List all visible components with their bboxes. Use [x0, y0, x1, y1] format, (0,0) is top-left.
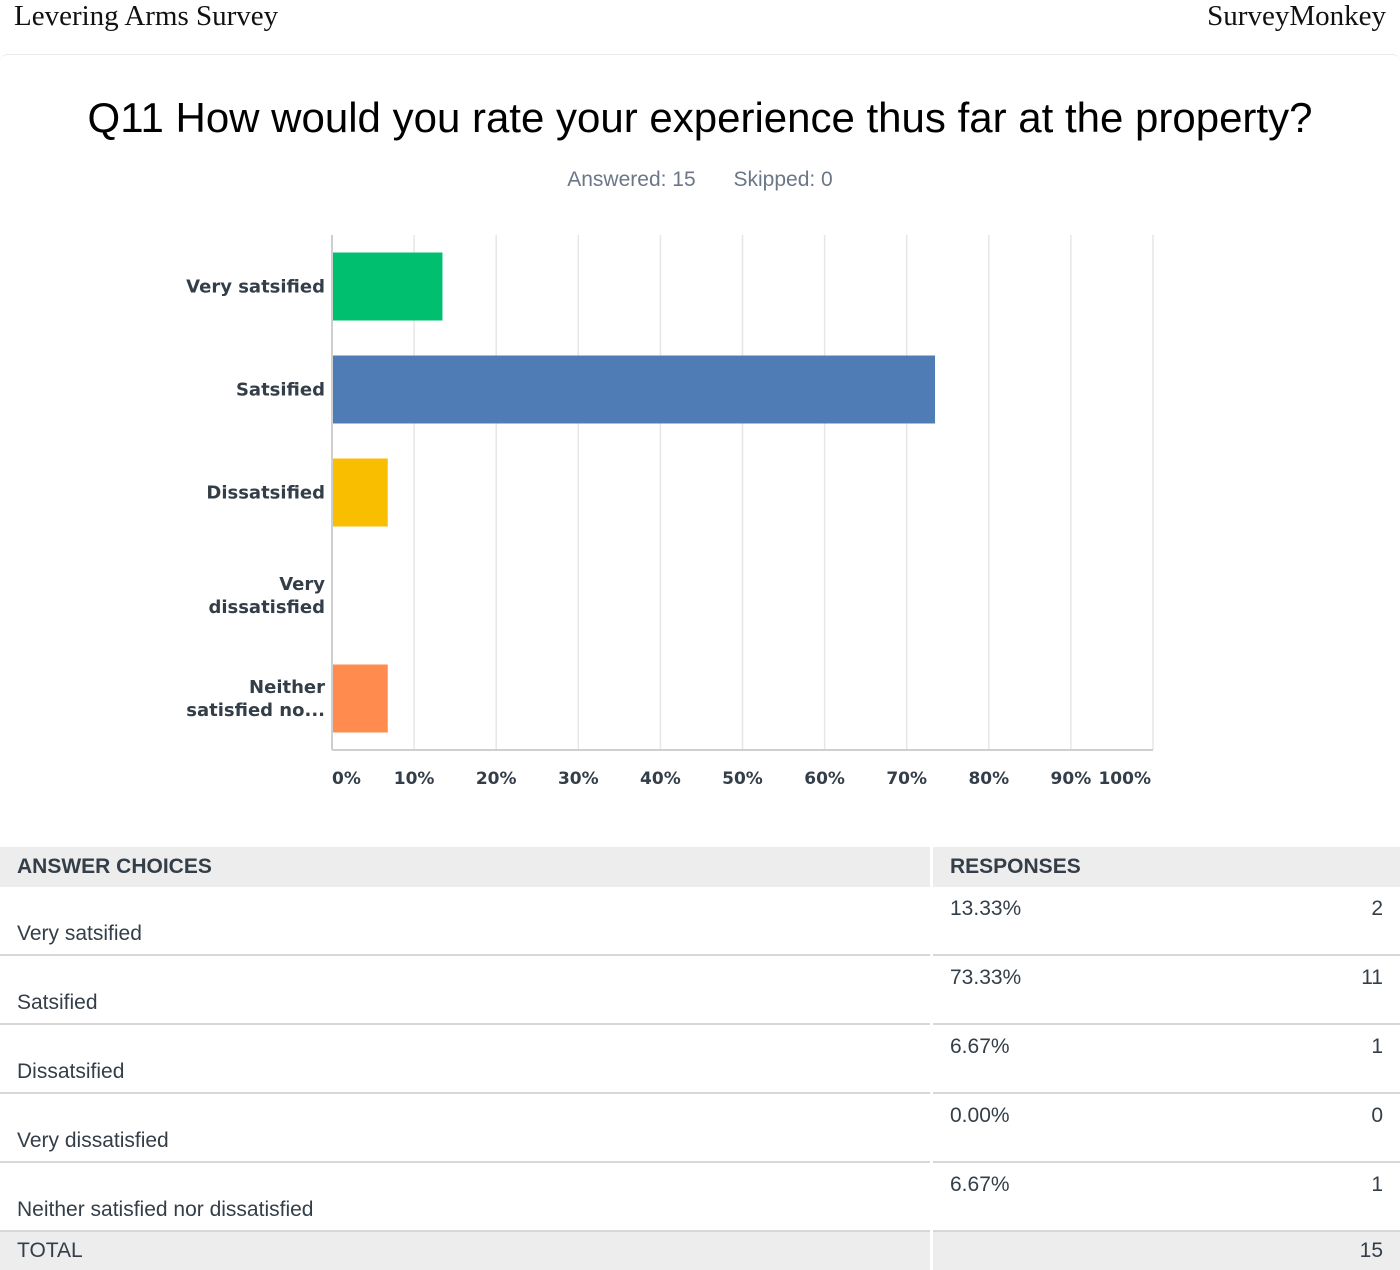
x-tick-label: 40%	[640, 769, 681, 789]
table-row: Dissatsified 6.67% 1	[0, 1024, 1400, 1093]
bar	[333, 665, 388, 733]
x-tick-label: 20%	[476, 769, 517, 789]
category-label: Satsified	[236, 380, 325, 401]
response-percent: 0.00%	[932, 1093, 1237, 1162]
response-percent: 73.33%	[932, 955, 1237, 1024]
bar	[333, 253, 442, 321]
response-count: 0	[1236, 1093, 1400, 1162]
total-label: TOTAL	[0, 1231, 932, 1270]
total-count: 15	[1236, 1231, 1400, 1270]
bar	[333, 356, 935, 424]
responses-header: RESPONSES	[932, 847, 1400, 887]
responses-table: ANSWER CHOICES RESPONSES Very satsified …	[0, 847, 1400, 1270]
response-count: 1	[1236, 1162, 1400, 1231]
table-header-row: ANSWER CHOICES RESPONSES	[0, 847, 1400, 887]
category-label: dissatisfied	[208, 597, 325, 618]
category-label: Neither	[249, 677, 325, 698]
x-tick-label: 90%	[1051, 769, 1092, 789]
answer-choice: Neither satisfied nor dissatisfied	[0, 1162, 932, 1231]
x-tick-label: 50%	[722, 769, 763, 789]
answer-choice: Very dissatisfied	[0, 1093, 932, 1162]
category-label: Dissatsified	[206, 483, 325, 504]
response-count: 2	[1236, 887, 1400, 955]
answer-choices-header: ANSWER CHOICES	[0, 847, 932, 887]
response-count: 11	[1236, 955, 1400, 1024]
response-count: 1	[1236, 1024, 1400, 1093]
x-tick-label: 80%	[968, 769, 1009, 789]
answer-choice: Dissatsified	[0, 1024, 932, 1093]
x-tick-label: 100%	[1098, 769, 1151, 789]
total-percent	[932, 1231, 1237, 1270]
category-label: Very	[279, 574, 325, 595]
x-tick-label: 60%	[804, 769, 845, 789]
table-row: Very satsified 13.33% 2	[0, 887, 1400, 955]
bar	[333, 459, 388, 527]
response-percent: 13.33%	[932, 887, 1237, 955]
bar-chart: 0% 10% 20% 30% 40% 50% 60% 70% 80% 90% 100% Very sa…	[0, 0, 1400, 810]
x-tick-label: 70%	[886, 769, 927, 789]
x-tick-label: 30%	[558, 769, 599, 789]
category-label: satisfied no...	[186, 700, 325, 721]
table-row: Very dissatisfied 0.00% 0	[0, 1093, 1400, 1162]
answer-choice: Satsified	[0, 955, 932, 1024]
total-row: TOTAL 15	[0, 1231, 1400, 1270]
answer-choice: Very satsified	[0, 887, 932, 955]
table-row: Satsified 73.33% 11	[0, 955, 1400, 1024]
response-percent: 6.67%	[932, 1162, 1237, 1231]
table-row: Neither satisfied nor dissatisfied 6.67%…	[0, 1162, 1400, 1231]
category-label: Very satsified	[186, 277, 325, 298]
x-tick-label: 10%	[394, 769, 435, 789]
x-tick-label: 0%	[332, 769, 361, 789]
response-percent: 6.67%	[932, 1024, 1237, 1093]
